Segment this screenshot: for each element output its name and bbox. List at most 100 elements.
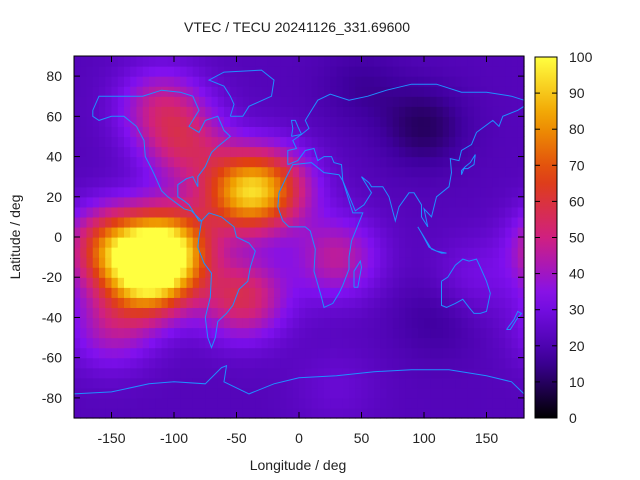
heat-cell — [361, 116, 369, 127]
heat-cell — [167, 297, 175, 308]
heat-cell — [174, 277, 181, 288]
colorbar-tick-label: 0 — [569, 410, 577, 426]
heat-cell — [349, 216, 356, 228]
heat-cell — [155, 387, 163, 399]
heat-cell — [342, 136, 350, 148]
heat-cell — [92, 287, 100, 298]
heat-cell — [424, 277, 431, 288]
heat-cell — [417, 387, 425, 399]
heat-cell — [305, 237, 313, 248]
heat-cell — [324, 176, 331, 188]
heat-cell — [455, 367, 463, 379]
heat-cell — [417, 126, 425, 138]
heat-cell — [492, 196, 500, 208]
heat-cell — [130, 216, 138, 228]
heat-cell — [230, 136, 238, 148]
heat-cell — [199, 206, 206, 218]
heat-cell — [267, 367, 275, 379]
heat-cell — [167, 66, 175, 77]
heat-cell — [386, 267, 394, 278]
heat-cell — [355, 247, 363, 258]
heat-cell — [467, 176, 475, 188]
heat-cell — [186, 367, 194, 379]
heat-cell — [292, 216, 300, 228]
heat-cell — [411, 96, 419, 107]
heat-cell — [480, 297, 488, 308]
heat-cell — [511, 76, 519, 87]
heat-cell — [486, 237, 494, 248]
heat-cell — [499, 257, 506, 268]
heat-cell — [467, 66, 475, 77]
heat-cell — [311, 307, 319, 319]
heat-cell — [236, 216, 244, 228]
heat-cell — [174, 367, 181, 379]
heat-cell — [149, 267, 156, 278]
heat-cell — [511, 257, 519, 268]
heat-cell — [361, 387, 369, 399]
heat-cell — [505, 106, 513, 117]
heat-cell — [136, 257, 144, 268]
heat-cell — [136, 116, 144, 127]
heat-cell — [299, 126, 306, 138]
heat-cell — [455, 287, 463, 298]
heat-cell — [155, 76, 163, 87]
heat-cell — [155, 297, 163, 308]
heat-cell — [324, 116, 331, 127]
heat-cell — [224, 56, 231, 67]
heat-cell — [242, 357, 250, 369]
heat-cell — [155, 126, 163, 138]
heat-cell — [274, 106, 281, 117]
heat-cell — [430, 357, 438, 369]
heat-cell — [392, 317, 400, 329]
heat-cell — [492, 176, 500, 188]
heat-cell — [292, 267, 300, 278]
heat-cell — [417, 257, 425, 268]
heat-cell — [449, 327, 456, 339]
heat-cell — [405, 337, 413, 349]
heat-cell — [161, 317, 169, 329]
heat-cell — [324, 56, 331, 67]
heat-cell — [505, 116, 513, 127]
heat-cell — [380, 176, 388, 188]
heat-cell — [330, 206, 338, 218]
heat-cell — [99, 86, 106, 97]
heat-cell — [136, 307, 144, 319]
heat-cell — [342, 56, 350, 67]
heat-cell — [167, 96, 175, 107]
heat-cell — [299, 257, 306, 268]
heat-cell — [274, 297, 281, 308]
heat-cell — [449, 287, 456, 298]
heat-cell — [180, 337, 188, 349]
heat-cell — [280, 367, 288, 379]
heat-cell — [361, 96, 369, 107]
heat-cell — [224, 226, 231, 238]
heat-cell — [399, 377, 406, 389]
heat-cell — [374, 277, 381, 288]
heat-cell — [117, 357, 125, 369]
heat-cell — [286, 76, 294, 87]
heat-cell — [405, 347, 413, 359]
south-america-coast — [197, 212, 256, 350]
heat-cell — [430, 56, 438, 67]
heat-cell — [217, 397, 225, 409]
heat-cell — [236, 357, 244, 369]
heat-cell — [199, 357, 206, 369]
heat-cell — [461, 317, 469, 329]
heat-cell — [124, 136, 131, 148]
heat-cell — [149, 216, 156, 228]
heat-cell — [405, 136, 413, 148]
heat-cell — [105, 247, 113, 258]
heat-cell — [286, 237, 294, 248]
heat-cell — [217, 267, 225, 278]
heat-cell — [230, 407, 238, 419]
heat-cell — [342, 397, 350, 409]
heat-cell — [280, 116, 288, 127]
heat-cell — [386, 156, 394, 168]
heat-cell — [417, 106, 425, 117]
heat-cell — [411, 216, 419, 228]
heat-cell — [105, 96, 113, 107]
heat-cell — [480, 216, 488, 228]
heat-cell — [130, 327, 138, 339]
heat-cell — [467, 56, 475, 67]
heat-cell — [192, 257, 200, 268]
